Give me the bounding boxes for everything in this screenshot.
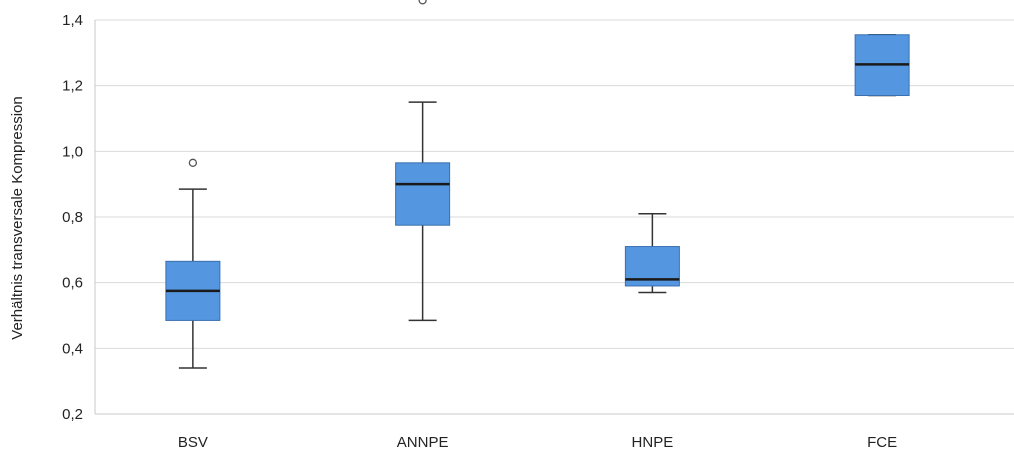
y-axis-title: Verhältnis transversale Kompression [9, 96, 26, 339]
box-hnpe [624, 212, 680, 294]
x-category-label: HNPE [632, 434, 674, 451]
y-tick-label: 1,0 [62, 143, 83, 160]
y-tick-labels: 0,2 0,4 0,6 0,8 1,0 1,2 1,4 [62, 12, 83, 423]
outlier-point [418, 0, 427, 5]
box-annpe [395, 0, 451, 322]
box-bsv [165, 158, 221, 369]
grid-lines [95, 19, 1014, 349]
y-tick-label: 0,6 [62, 275, 83, 292]
axes [94, 20, 1014, 415]
y-tick-label: 1,2 [62, 78, 83, 95]
x-category-label: FCE [867, 434, 897, 451]
y-tick-label: 0,8 [62, 209, 83, 226]
box-fce [854, 34, 910, 97]
y-tick-label: 0,4 [62, 340, 83, 357]
x-category-labels: BSV ANNPE HNPE FCE [178, 434, 897, 451]
y-tick-label: 1,4 [62, 12, 83, 29]
y-tick-label: 0,2 [62, 406, 83, 423]
outlier-point [188, 158, 198, 167]
x-category-label: ANNPE [397, 434, 449, 451]
x-category-label: BSV [178, 434, 208, 451]
boxes [165, 0, 910, 369]
iqr-box [395, 162, 451, 226]
